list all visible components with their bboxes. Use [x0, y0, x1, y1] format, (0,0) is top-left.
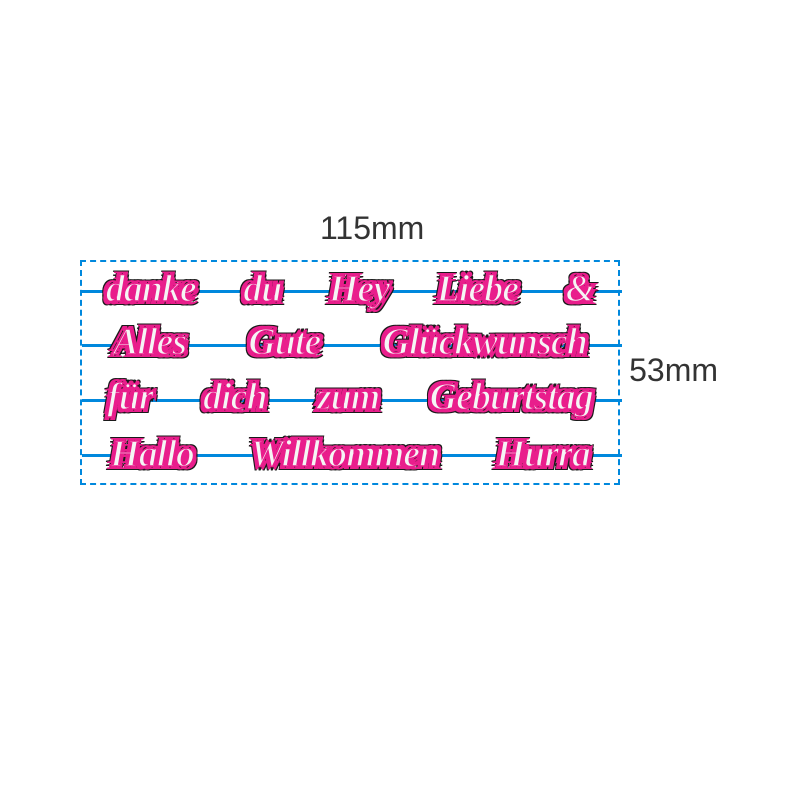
die-word: &: [566, 267, 595, 311]
die-word: Gute: [248, 320, 320, 364]
die-word: dich: [203, 375, 267, 419]
die-word: danke: [106, 267, 196, 311]
die-template-container: 115mm 53mm danke du Hey Liebe & Alles Gu…: [80, 260, 720, 485]
die-word: Hurra: [496, 432, 590, 476]
die-word: zum: [317, 375, 379, 419]
die-word: du: [243, 267, 281, 311]
word-row-1: danke du Hey Liebe &: [82, 267, 618, 311]
word-row-2: Alles Gute Glückwunsch: [82, 320, 618, 364]
die-cut-frame: 53mm danke du Hey Liebe & Alles Gute Glü…: [80, 260, 620, 485]
die-word: Hey: [329, 267, 389, 311]
width-dimension-label: 115mm: [320, 210, 424, 247]
die-word: für: [107, 375, 153, 419]
die-word: Hallo: [110, 432, 194, 476]
die-word: Willkommen: [250, 432, 439, 476]
word-row-4: Hallo Willkommen Hurra: [82, 432, 618, 476]
height-dimension-label: 53mm: [629, 352, 718, 389]
die-word: Liebe: [437, 267, 519, 311]
word-row-3: für dich zum Geburtstag: [82, 375, 618, 419]
die-word: Geburtstag: [430, 375, 593, 419]
die-word: Alles: [113, 320, 186, 364]
die-word: Glückwunsch: [383, 320, 587, 364]
